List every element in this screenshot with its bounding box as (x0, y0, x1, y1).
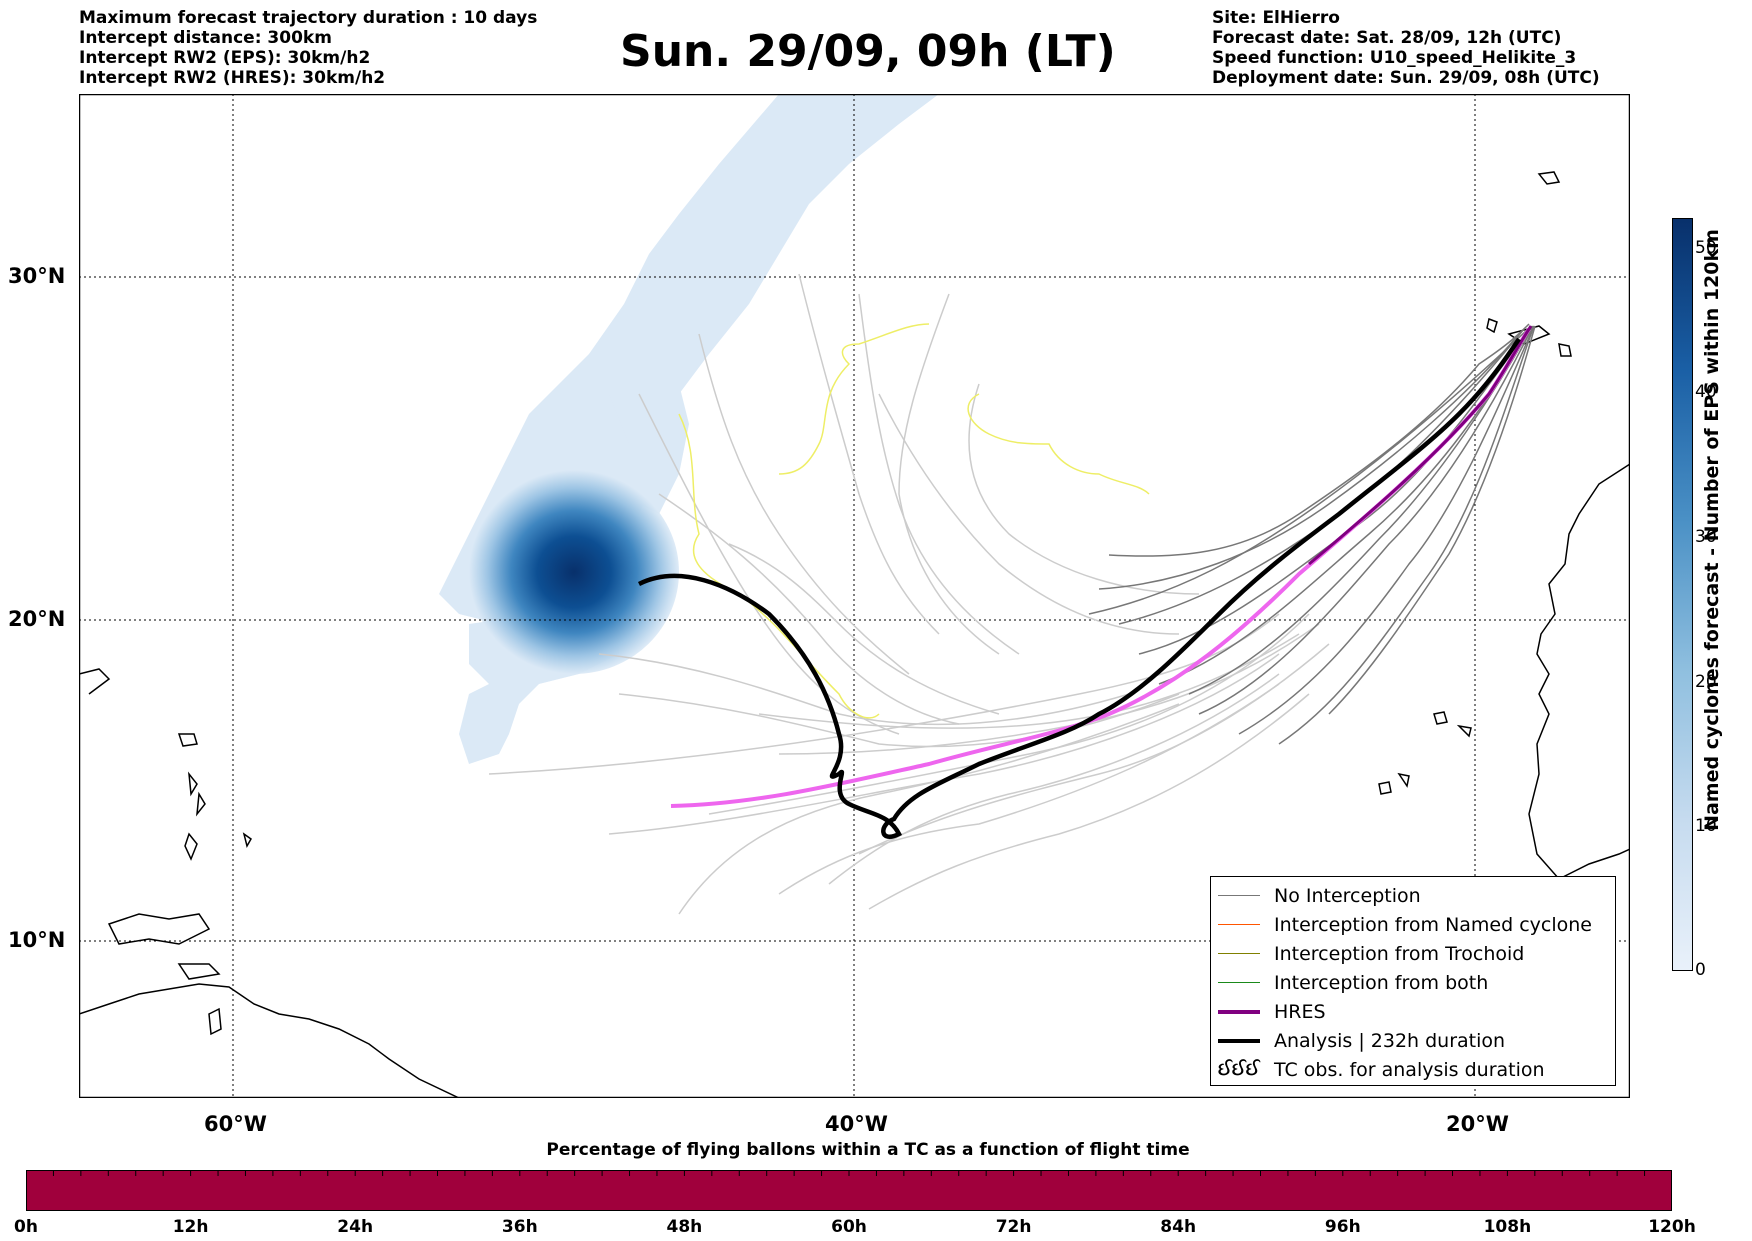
hres-track-overlay (1308, 325, 1533, 566)
bottom-bar-title: Percentage of flying ballons within a TC… (546, 1140, 1190, 1160)
deployment-date-text: Deployment date: Sun. 29/09, 08h (UTC) (1212, 68, 1600, 88)
legend-swatch (1218, 895, 1260, 896)
intercept-distance-text: Intercept distance: 300km (79, 28, 332, 48)
legend-swatch (1218, 1039, 1260, 1043)
cyclone-density-core (469, 470, 679, 674)
legend-swatch (1218, 924, 1260, 925)
ensemble-trajectories-light (488, 273, 1330, 915)
tc-symbol-icon: ઈઈઈ (1218, 1059, 1260, 1080)
yellow-trajectories (678, 323, 1150, 719)
lon-label-20w: 20°W (1446, 1112, 1509, 1136)
legend-swatch (1218, 1010, 1260, 1014)
map-border (79, 94, 1630, 1098)
coastlines (79, 171, 1630, 1098)
hres-track (670, 327, 1531, 808)
intercept-hres-text: Intercept RW2 (HRES): 30km/h2 (79, 68, 386, 88)
page-title: Sun. 29/09, 09h (LT) (620, 26, 1116, 77)
colorbar-tick: 20 (1695, 672, 1717, 692)
analysis-track (637, 337, 1521, 839)
legend-item-named-cyclone: Interception from Named cyclone (1211, 912, 1615, 938)
flight-time-tick: 36h (501, 1217, 538, 1237)
colorbar-tick: 30 (1695, 527, 1717, 547)
map-legend: No Interception Interception from Named … (1210, 876, 1616, 1086)
flight-time-tick: 108h (1483, 1217, 1532, 1237)
legend-item-trochoid: Interception from Trochoid (1211, 941, 1615, 967)
flight-time-tick: 48h (666, 1217, 703, 1237)
flight-time-tick: 12h (172, 1217, 209, 1237)
colorbar-label: Named cyclones forecast - Number of EPS … (1701, 229, 1723, 831)
site-text: Site: ElHierro (1212, 8, 1340, 28)
legend-item-analysis: Analysis | 232h duration (1211, 1028, 1615, 1054)
colorbar (1672, 218, 1693, 971)
header-left-info: Maximum forecast trajectory duration : 1… (79, 8, 537, 88)
colorbar-tick: 0 (1695, 960, 1706, 980)
legend-item-both: Interception from both (1211, 970, 1615, 996)
legend-item-no-interception: No Interception (1211, 883, 1615, 909)
lon-label-40w: 40°W (825, 1112, 888, 1136)
flight-time-tick: 96h (1324, 1217, 1361, 1237)
speed-function-text: Speed function: U10_speed_Helikite_3 (1212, 48, 1577, 68)
lon-label-60w: 60°W (204, 1112, 267, 1136)
legend-swatch (1218, 953, 1260, 954)
lat-label-20n: 20°N (8, 607, 66, 631)
flight-time-tick: 120h (1648, 1217, 1696, 1237)
flight-time-tick: 84h (1160, 1217, 1197, 1237)
legend-item-hres: HRES (1211, 999, 1615, 1025)
legend-swatch (1218, 982, 1260, 983)
max-duration-text: Maximum forecast trajectory duration : 1… (79, 8, 538, 28)
colorbar-tick: 40 (1695, 382, 1717, 402)
colorbar-tick: 10 (1695, 816, 1717, 836)
flight-time-bar (26, 1170, 1672, 1211)
lat-label-10n: 10°N (8, 928, 66, 952)
lat-label-30n: 30°N (8, 264, 66, 288)
trajectory-map (79, 94, 1630, 1098)
flight-time-tick: 0h (14, 1217, 38, 1237)
intercept-eps-text: Intercept RW2 (EPS): 30km/h2 (79, 48, 371, 68)
flight-time-tick: 60h (831, 1217, 867, 1237)
forecast-date-text: Forecast date: Sat. 28/09, 12h (UTC) (1212, 28, 1562, 48)
legend-item-tc-obs: ઈઈઈ TC obs. for analysis duration (1218, 1059, 1545, 1081)
colorbar-tick: 50 (1695, 238, 1717, 258)
flight-time-tick: 24h (337, 1217, 374, 1237)
flight-time-tick: 72h (995, 1217, 1032, 1237)
cyclone-density-field (439, 94, 939, 764)
header-right-info: Site: ElHierro Forecast date: Sat. 28/09… (1212, 8, 1600, 88)
